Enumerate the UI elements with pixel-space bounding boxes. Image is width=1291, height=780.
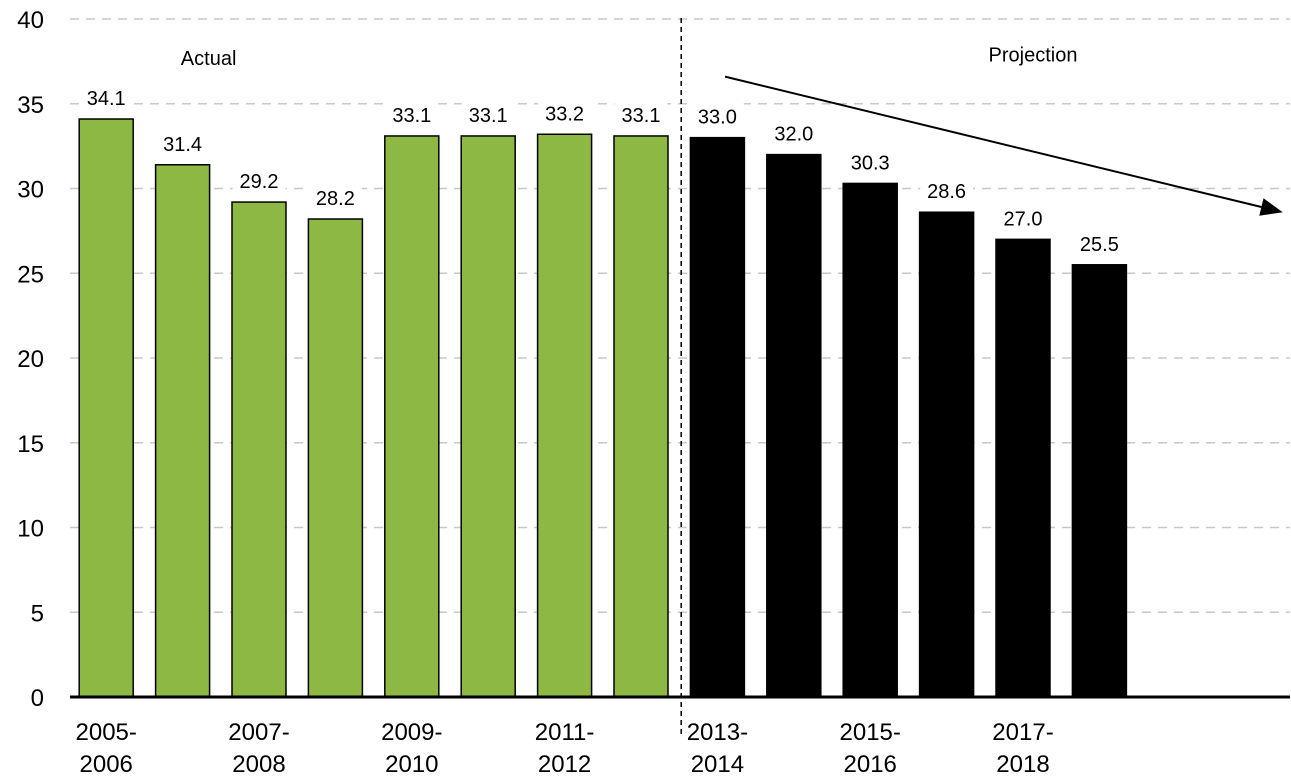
data-label-bg-2016-2017: [920, 177, 973, 204]
data-label-bg-2015-2016: [843, 148, 897, 175]
data-label-2015-2016: 30.3: [851, 152, 890, 174]
y-tick-label-20: 20: [17, 346, 44, 373]
data-label-bg-2018-2019: [1073, 229, 1126, 256]
data-label-2013-2014: 33.0: [698, 107, 737, 129]
bar-2005-2006: [78, 118, 134, 698]
y-tick-label-15: 15: [17, 431, 44, 458]
bar-2009-2010: [384, 135, 440, 698]
x-tick-label-2017-2018-line2: 2018: [996, 751, 1049, 778]
data-label-bg-2008-2009: [309, 184, 362, 211]
data-label-bg-2014-2015: [767, 119, 821, 146]
data-label-bg-2011-2012: [538, 99, 591, 126]
data-label-2017-2018: 27.0: [1004, 208, 1043, 230]
y-tick-label-0: 0: [31, 685, 44, 712]
section-label-actual: Actual: [181, 48, 237, 70]
y-tick-label-5: 5: [31, 600, 44, 627]
x-tick-label-2011-2012-line1: 2011-: [535, 719, 595, 746]
bar-2010-2011: [460, 135, 516, 698]
data-label-bg-2010-2011: [461, 100, 515, 127]
y-tick-label-30: 30: [17, 177, 44, 204]
bar-2016-2017: [918, 211, 975, 698]
bar-2012-2013: [613, 135, 669, 698]
data-label-2016-2017: 28.6: [927, 181, 966, 203]
data-label-2008-2009: 28.2: [316, 188, 355, 210]
x-tick-label-2007-2008-line2: 2008: [232, 751, 285, 778]
x-tick-label-2007-2008-line1: 2007-: [228, 719, 289, 746]
bar-2014-2015: [766, 153, 822, 698]
x-tick-label-2017-2018-line1: 2017-: [992, 719, 1053, 746]
data-label-bg-2017-2018: [996, 204, 1050, 231]
data-label-bg-2007-2008: [232, 167, 286, 194]
y-tick-label-10: 10: [17, 516, 44, 543]
trend-arrow-line: [724, 75, 1262, 209]
x-tick-label-2015-2016-line1: 2015-: [840, 719, 901, 746]
data-label-2007-2008: 29.2: [240, 171, 279, 193]
data-label-2014-2015: 32.0: [774, 124, 813, 146]
x-tick-label-2005-2006-line1: 2005-: [76, 719, 137, 746]
data-labels-layer: 34.1 31.4 29.2 28.2 33.1 33.1 33.2 33.1 33.0 32.0…: [79, 84, 1126, 256]
bar-2011-2012: [536, 133, 593, 698]
data-label-2011-2012: 33.2: [545, 103, 584, 125]
data-label-bg-2013-2014: [691, 102, 744, 129]
bars-layer: [78, 118, 1128, 698]
bar-2018-2019: [1071, 264, 1128, 698]
annotation-layer: Actual Projection: [181, 18, 1283, 735]
bar-2013-2014: [689, 136, 746, 698]
bar-2017-2018: [995, 238, 1051, 698]
data-label-bg-2005-2006: [79, 84, 133, 111]
trend-arrow-head: [1259, 198, 1283, 216]
x-tick-label-2013-2014-line1: 2013-: [687, 719, 748, 746]
data-label-bg-2006-2007: [156, 129, 209, 156]
bar-2006-2007: [154, 164, 211, 698]
x-tick-label-2011-2012-line2: 2012: [538, 751, 591, 778]
data-label-2018-2019: 25.5: [1080, 234, 1119, 256]
x-tick-label-2005-2006-line2: 2006: [80, 751, 133, 778]
x-tick-label-2009-2010-line1: 2009-: [381, 719, 442, 746]
y-tick-label-35: 35: [17, 92, 44, 119]
x-tick-label-2009-2010-line2: 2010: [385, 751, 438, 778]
bar-2015-2016: [842, 182, 898, 698]
y-tick-label-25: 25: [17, 261, 44, 288]
bar-2007-2008: [231, 201, 287, 698]
data-label-2005-2006: 34.1: [87, 88, 126, 110]
bar-2008-2009: [307, 218, 364, 698]
axis-layer: 0 5 10 15 20 25 30 35 40 2005- 2006 2007- 2008 2009- 2…: [17, 7, 1290, 778]
data-label-2009-2010: 33.1: [392, 105, 431, 127]
data-label-2006-2007: 31.4: [163, 134, 202, 156]
x-tick-label-2013-2014-line2: 2014: [691, 751, 744, 778]
section-label-projection: Projection: [989, 44, 1078, 66]
y-tick-label-40: 40: [17, 7, 44, 34]
data-label-2010-2011: 33.1: [469, 105, 508, 127]
x-tick-label-2015-2016-line2: 2016: [844, 751, 897, 778]
data-label-bg-2009-2010: [385, 100, 439, 127]
data-label-bg-2012-2013: [614, 100, 668, 127]
data-label-2012-2013: 33.1: [622, 105, 661, 127]
